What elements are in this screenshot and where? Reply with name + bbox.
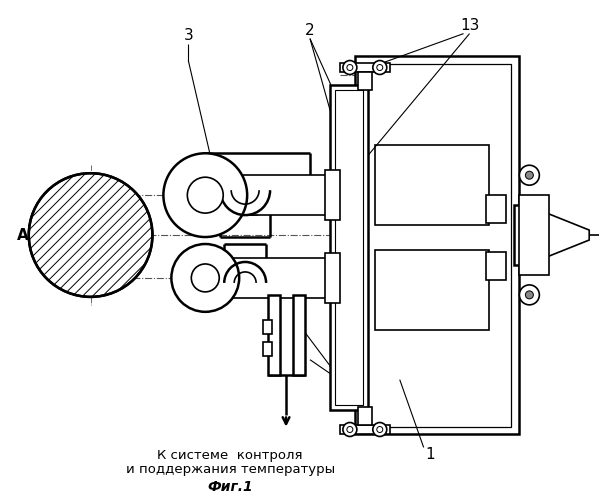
Text: и поддержания температуры: и поддержания температуры — [125, 463, 335, 476]
Bar — [330, 86, 368, 409]
Circle shape — [191, 264, 219, 292]
Circle shape — [343, 422, 357, 436]
Bar — [210, 175, 335, 215]
Bar — [325, 170, 340, 220]
Text: 5: 5 — [345, 377, 354, 392]
Bar — [325, 253, 340, 303]
Circle shape — [343, 60, 357, 74]
Circle shape — [519, 285, 540, 305]
Circle shape — [373, 60, 387, 74]
Bar — [487, 195, 507, 223]
Bar — [363, 64, 512, 426]
Bar — [358, 72, 372, 90]
Text: К системе  контроля: К системе контроля — [158, 449, 303, 462]
Circle shape — [347, 426, 353, 432]
Circle shape — [526, 291, 533, 299]
Bar — [375, 146, 490, 225]
Circle shape — [163, 154, 247, 237]
Text: А: А — [17, 228, 29, 242]
Bar — [358, 406, 372, 424]
Text: Фиг.1: Фиг.1 — [208, 480, 253, 494]
Bar — [263, 342, 272, 355]
Bar — [355, 56, 519, 434]
Circle shape — [526, 171, 533, 179]
Circle shape — [29, 173, 152, 297]
Circle shape — [171, 244, 239, 312]
Circle shape — [377, 64, 383, 70]
Bar — [487, 252, 507, 280]
Text: 1: 1 — [425, 447, 434, 462]
Text: 3: 3 — [183, 28, 193, 43]
Text: 2: 2 — [305, 23, 315, 38]
Bar — [340, 62, 390, 72]
Bar — [340, 424, 390, 434]
Bar — [263, 320, 272, 334]
Circle shape — [347, 64, 353, 70]
Bar — [375, 250, 490, 330]
Circle shape — [373, 422, 387, 436]
Text: 13: 13 — [460, 18, 479, 33]
Circle shape — [188, 177, 224, 213]
Bar — [515, 205, 540, 265]
Circle shape — [377, 426, 383, 432]
Bar — [519, 195, 549, 275]
Bar — [268, 295, 280, 374]
Bar — [293, 295, 305, 374]
Polygon shape — [540, 210, 589, 260]
Bar — [335, 90, 363, 405]
Bar — [210, 258, 335, 298]
Circle shape — [519, 165, 540, 185]
